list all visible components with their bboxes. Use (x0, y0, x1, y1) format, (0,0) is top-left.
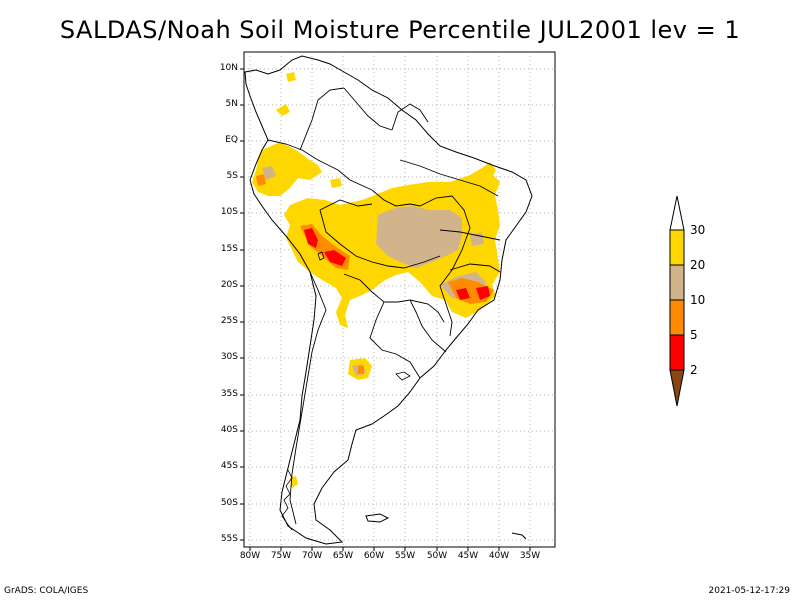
colorbar-below-2 (669, 369, 685, 407)
lat-label-45s: 45S (220, 461, 238, 471)
lon-label-45w: 45W (457, 551, 479, 561)
colorbar (669, 195, 685, 407)
falkland-islands (365, 513, 390, 523)
lat-label-25s: 25S (220, 316, 238, 326)
colorbar-above-30 (669, 195, 685, 231)
lat-ticks (240, 68, 244, 541)
lat-label-20s: 20S (220, 280, 238, 290)
lon-label-80w: 80W (239, 551, 261, 561)
lon-label-60w: 60W (363, 551, 385, 561)
lat-label-40s: 40S (220, 425, 238, 435)
percentile-2-5-regions (304, 228, 490, 300)
lon-label-55w: 55W (394, 551, 416, 561)
south-america-coastline (244, 55, 533, 545)
lat-label-eq: EQ (225, 135, 238, 145)
lat-label-30s: 30S (220, 352, 238, 362)
lon-label-40w: 40W (488, 551, 510, 561)
footer-timestamp: 2021-05-12-17:29 (708, 586, 791, 596)
colorbar-label-10: 10 (690, 293, 706, 307)
lat-label-15s: 15S (220, 244, 238, 254)
colorbar-20-30 (669, 229, 685, 266)
lakes-and-islands (281, 251, 411, 531)
footer-grads-credit: GrADS: COLA/IGES (4, 586, 89, 596)
lat-label-10n: 10N (219, 63, 238, 73)
lon-label-50w: 50W (426, 551, 448, 561)
colorbar-label-5: 5 (690, 328, 698, 342)
lat-label-35s: 35S (220, 389, 238, 399)
colorbar-label-30: 30 (690, 223, 706, 237)
lon-label-65w: 65W (332, 551, 354, 561)
lat-label-5n: 5N (225, 99, 238, 109)
colorbar-2-5 (669, 334, 685, 371)
lat-label-50s: 50S (220, 498, 238, 508)
lat-label-55s: 55S (220, 534, 238, 544)
colorbar-5-10 (669, 299, 685, 336)
lon-ticks (249, 547, 531, 551)
map-title: SALDAS/Noah Soil Moisture Percentile JUL… (59, 16, 741, 44)
lat-label-5s: 5S (226, 171, 238, 181)
lon-label-35w: 35W (519, 551, 541, 561)
colorbar-label-2: 2 (690, 363, 698, 377)
lat-label-10s: 10S (220, 207, 238, 217)
lon-label-75w: 75W (270, 551, 292, 561)
map-frame (243, 51, 556, 548)
colorbar-label-20: 20 (690, 258, 706, 272)
lon-label-70w: 70W (301, 551, 323, 561)
colorbar-10-20 (669, 264, 685, 301)
